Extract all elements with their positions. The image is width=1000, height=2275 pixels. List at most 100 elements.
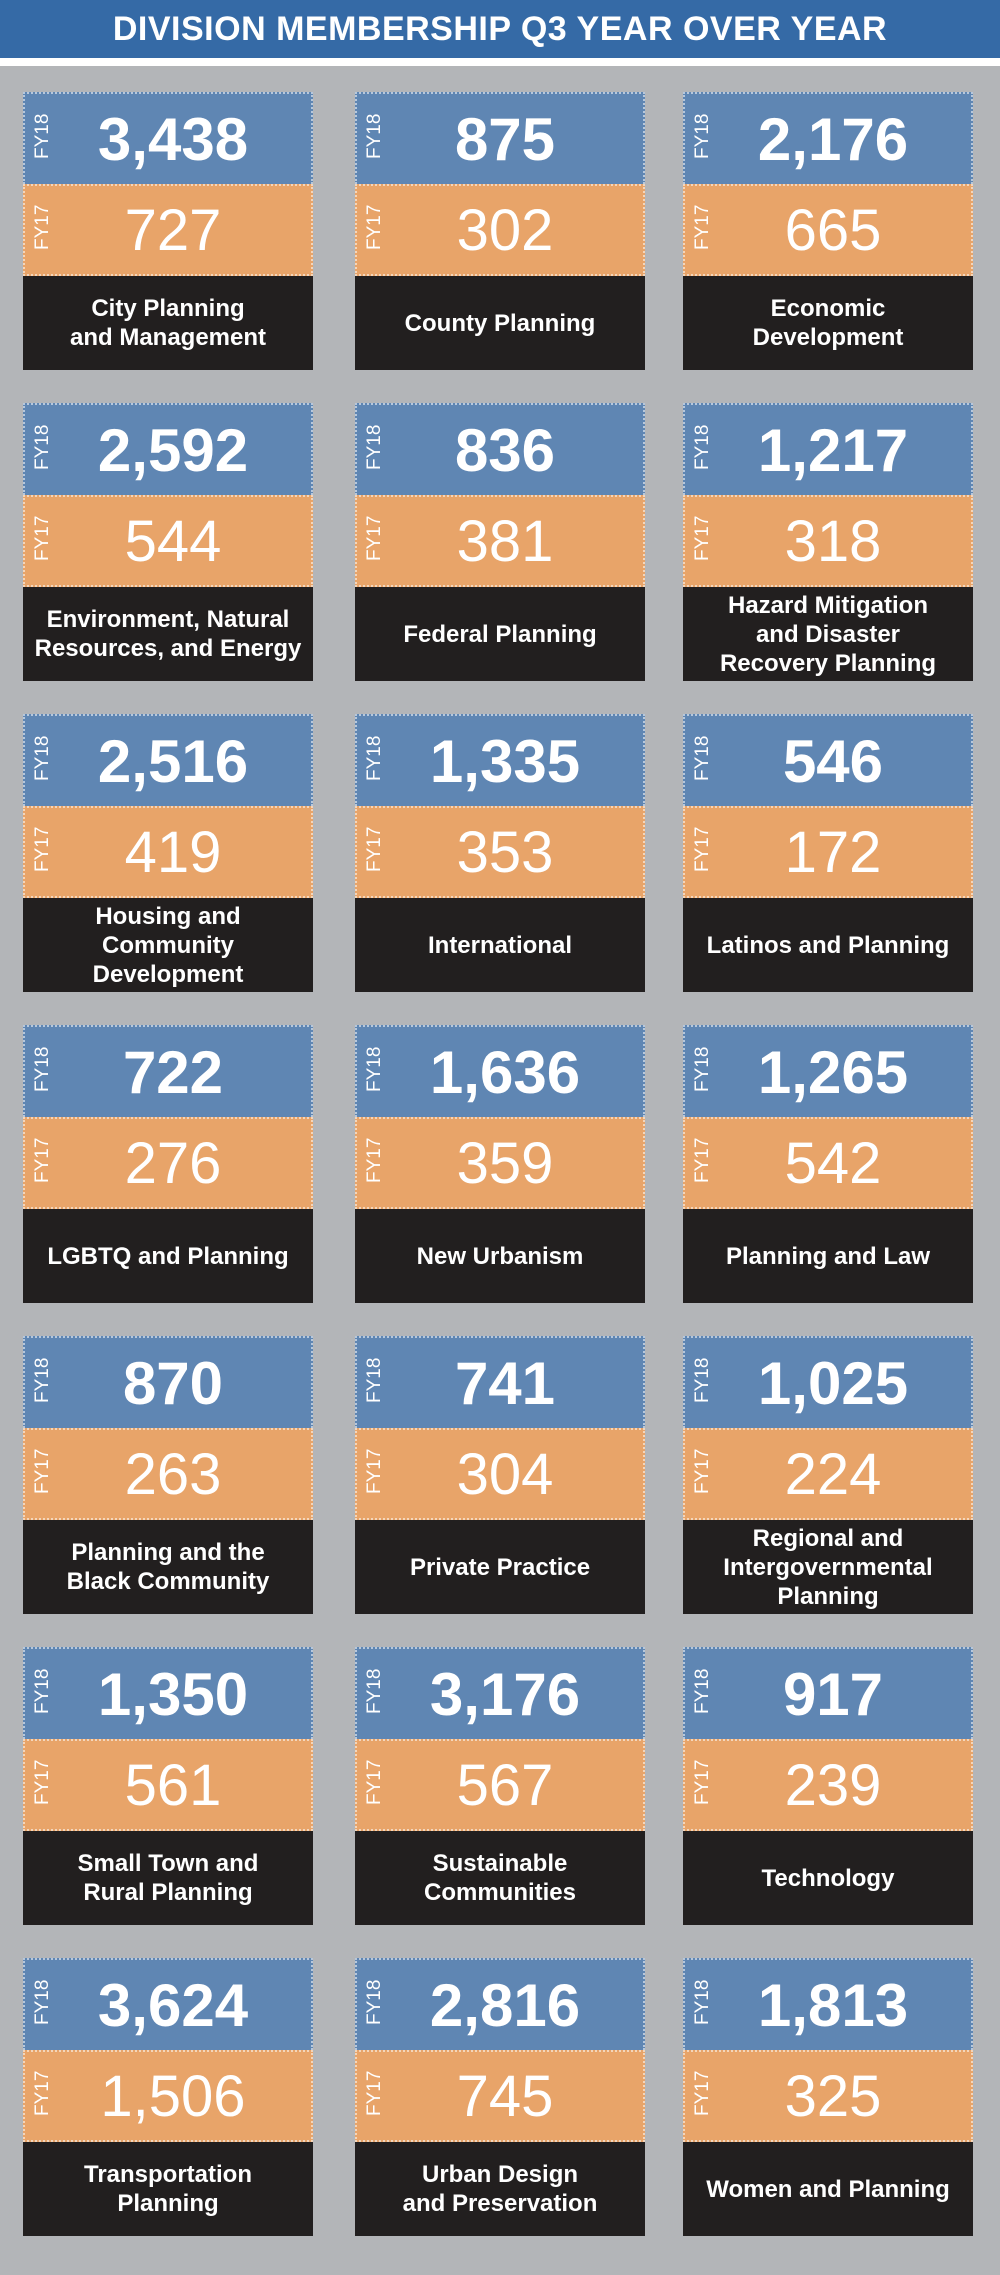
fy18-band: FY18 2,176 <box>683 92 973 184</box>
fy17-value: 381 <box>456 508 554 574</box>
division-card: FY18 1,350 FY17 561 Small Town and Rural Pla… <box>23 1647 313 1925</box>
fy18-label: FY18 <box>692 424 713 470</box>
fy17-band: FY17 1,506 <box>23 2050 313 2142</box>
division-card: FY18 741 FY17 304 Private Practice <box>355 1336 645 1614</box>
fy17-band: FY17 381 <box>355 495 645 587</box>
fy17-value: 745 <box>456 2063 554 2129</box>
fy17-band: FY17 561 <box>23 1739 313 1831</box>
fy17-label: FY17 <box>32 2070 53 2116</box>
fy18-band: FY18 2,592 <box>23 403 313 495</box>
fy18-value: 836 <box>454 416 556 484</box>
fy17-band: FY17 727 <box>23 184 313 276</box>
fy17-band: FY17 172 <box>683 806 973 898</box>
division-name: Small Town and Rural Planning <box>23 1831 313 1925</box>
fy17-value: 353 <box>456 819 554 885</box>
fy17-label: FY17 <box>364 1137 385 1183</box>
division-card: FY18 836 FY17 381 Federal Planning <box>355 403 645 681</box>
division-card: FY18 2,516 FY17 419 Housing and Community De… <box>23 714 313 992</box>
fy17-label: FY17 <box>692 2070 713 2116</box>
fy17-label: FY17 <box>32 1137 53 1183</box>
fy17-label: FY17 <box>692 515 713 561</box>
fy18-band: FY18 1,813 <box>683 1958 973 2050</box>
division-name: Planning and the Black Community <box>23 1520 313 1614</box>
division-name: International <box>355 898 645 992</box>
fy18-label: FY18 <box>364 113 385 159</box>
fy17-band: FY17 302 <box>355 184 645 276</box>
fy17-value: 665 <box>784 197 882 263</box>
fy18-value: 1,217 <box>757 416 909 484</box>
division-card: FY18 546 FY17 172 Latinos and Planning <box>683 714 973 992</box>
fy17-value: 276 <box>124 1130 222 1196</box>
fy18-value: 2,816 <box>429 1971 581 2039</box>
fy18-label: FY18 <box>364 1357 385 1403</box>
fy18-band: FY18 1,335 <box>355 714 645 806</box>
fy18-label: FY18 <box>32 113 53 159</box>
fy18-band: FY18 917 <box>683 1647 973 1739</box>
fy17-value: 239 <box>784 1752 882 1818</box>
division-card: FY18 2,816 FY17 745 Urban Design and Preserv… <box>355 1958 645 2236</box>
division-name: Federal Planning <box>355 587 645 681</box>
fy17-label: FY17 <box>364 515 385 561</box>
fy18-band: FY18 1,217 <box>683 403 973 495</box>
fy17-band: FY17 544 <box>23 495 313 587</box>
division-card: FY18 3,624 FY17 1,506 Transportation Plannin… <box>23 1958 313 2236</box>
fy18-band: FY18 741 <box>355 1336 645 1428</box>
fy17-label: FY17 <box>32 515 53 561</box>
fy18-label: FY18 <box>364 1668 385 1714</box>
fy17-value: 544 <box>124 508 222 574</box>
division-card: FY18 1,636 FY17 359 New Urbanism <box>355 1025 645 1303</box>
fy18-label: FY18 <box>692 1046 713 1092</box>
fy18-value: 1,350 <box>97 1660 249 1728</box>
fy18-value: 1,025 <box>757 1349 909 1417</box>
fy18-label: FY18 <box>32 1979 53 2025</box>
fy18-label: FY18 <box>364 1979 385 2025</box>
division-card: FY18 3,438 FY17 727 City Planning and Manage… <box>23 92 313 370</box>
fy17-label: FY17 <box>364 1759 385 1805</box>
fy17-value: 304 <box>456 1441 554 1507</box>
fy17-value: 318 <box>784 508 882 574</box>
division-name: County Planning <box>355 276 645 370</box>
fy17-band: FY17 263 <box>23 1428 313 1520</box>
division-card: FY18 870 FY17 263 Planning and the Black Com… <box>23 1336 313 1614</box>
division-name: Hazard Mitigation and Disaster Recovery … <box>683 587 973 681</box>
fy17-label: FY17 <box>692 204 713 250</box>
fy18-value: 2,592 <box>97 416 249 484</box>
page-title: DIVISION MEMBERSHIP Q3 YEAR OVER YEAR <box>0 0 1000 58</box>
fy18-band: FY18 3,176 <box>355 1647 645 1739</box>
fy18-label: FY18 <box>32 424 53 470</box>
division-card: FY18 2,592 FY17 544 Environment, Natural Res… <box>23 403 313 681</box>
fy17-label: FY17 <box>364 1448 385 1494</box>
division-card: FY18 1,025 FY17 224 Regional and Intergovern… <box>683 1336 973 1614</box>
division-name: City Planning and Management <box>23 276 313 370</box>
division-card: FY18 2,176 FY17 665 Economic Development <box>683 92 973 370</box>
fy18-band: FY18 3,438 <box>23 92 313 184</box>
fy18-band: FY18 875 <box>355 92 645 184</box>
division-name: Economic Development <box>683 276 973 370</box>
fy17-label: FY17 <box>32 1448 53 1494</box>
fy18-value: 1,265 <box>757 1038 909 1106</box>
division-name: Environment, Natural Resources, and Ener… <box>23 587 313 681</box>
fy18-band: FY18 1,025 <box>683 1336 973 1428</box>
fy18-value: 3,438 <box>97 105 249 173</box>
fy18-value: 2,516 <box>97 727 249 795</box>
fy18-value: 917 <box>782 1660 884 1728</box>
division-name: Women and Planning <box>683 2142 973 2236</box>
fy18-label: FY18 <box>692 113 713 159</box>
division-name: Transportation Planning <box>23 2142 313 2236</box>
fy17-value: 727 <box>124 197 222 263</box>
fy17-label: FY17 <box>32 204 53 250</box>
fy17-label: FY17 <box>692 1759 713 1805</box>
fy17-band: FY17 304 <box>355 1428 645 1520</box>
fy17-value: 561 <box>124 1752 222 1818</box>
fy18-label: FY18 <box>692 1357 713 1403</box>
fy17-band: FY17 353 <box>355 806 645 898</box>
fy17-band: FY17 318 <box>683 495 973 587</box>
fy18-value: 875 <box>454 105 556 173</box>
fy18-value: 870 <box>122 1349 224 1417</box>
fy17-label: FY17 <box>32 826 53 872</box>
fy18-value: 546 <box>782 727 884 795</box>
division-name: Private Practice <box>355 1520 645 1614</box>
fy17-band: FY17 239 <box>683 1739 973 1831</box>
fy17-value: 263 <box>124 1441 222 1507</box>
